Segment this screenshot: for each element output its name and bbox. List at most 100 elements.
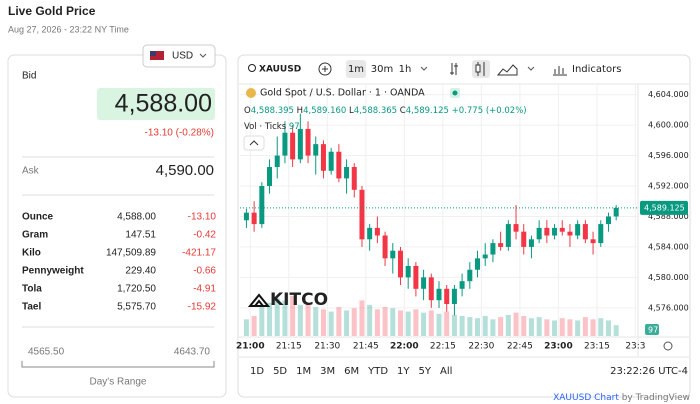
candle-body [397,250,403,278]
unit-price: 5,575.70 [117,302,156,313]
volume-bar [505,314,511,336]
candle-body [590,239,596,244]
range-button[interactable]: All [440,366,452,377]
candle-body [544,227,550,236]
volume-bar [274,298,280,336]
ohlc-key: H [297,106,303,116]
indicators-icon[interactable] [553,66,567,76]
unit-name: Tael [22,302,41,313]
range-button[interactable]: 6M [344,366,359,377]
bar-icon[interactable] [450,63,458,75]
y-tick-label: 4,600.000 [648,121,689,130]
volume-bar [421,312,427,336]
attribution[interactable]: XAUUSD Chart by TradingView [553,393,690,403]
volume-bar [490,319,496,336]
candle-body [290,132,296,160]
candle-body [444,288,450,305]
candle-body [467,269,473,282]
search-icon[interactable] [248,64,256,72]
currency: USD [172,51,193,62]
y-tick-label: 4,592.000 [648,182,689,191]
y-tick-label: 4,576.000 [648,303,689,312]
range-button[interactable]: 5Y [419,366,432,377]
unit-name: Kilo [22,248,41,259]
candle-body [359,189,365,240]
x-tick-label: 22:45 [507,342,533,352]
x-tick-label: 23:15 [584,342,610,352]
volume-bar [575,320,581,336]
volume-bar [282,300,288,336]
volume-bar [290,296,296,336]
candle-body [421,277,427,289]
candle-body [436,288,442,301]
candle-body [459,281,465,289]
timestamp: Aug 27, 2026 - 23:22 NY Time [8,24,129,34]
interval[interactable]: 1m [348,64,364,75]
candle-body [351,166,357,190]
candle-body [513,224,519,232]
chart-title: Gold Spot / U.S. Dollar · 1 · OANDA [260,88,425,99]
candle-body [413,265,419,289]
plot [240,84,638,336]
attribution-link[interactable]: XAUUSD Chart [553,393,619,403]
unit-change: -13.10 [188,212,217,223]
volume-bar [567,319,573,336]
x-tick-label: 21:30 [314,342,340,352]
interval[interactable]: 1h [399,64,412,75]
volume-bar [467,317,473,336]
indicators[interactable]: Indicators [572,64,621,75]
chevron[interactable] [420,66,428,71]
candle-icon-body [475,64,481,73]
bid-box [97,88,215,120]
bid-label: Bid [22,71,36,82]
page-title: Live Gold Price [8,4,96,18]
range-button[interactable]: 1D [250,366,264,377]
volume-bar [351,308,357,336]
volume-bar [598,318,604,336]
candle-body [582,224,588,240]
volume-bar [559,318,565,336]
collapse-button[interactable] [243,135,265,151]
volume-bar [328,311,334,336]
candle-body [613,207,619,217]
ohlc-value: 4,588.365 [354,106,397,116]
candle-body [328,151,334,171]
candle-body [313,144,319,156]
candle-body [259,186,265,225]
volume-bar [374,309,380,336]
candle-body [251,212,257,225]
add-button[interactable] [318,62,332,76]
volume-legend-label: Vol · Ticks [244,122,287,132]
range-button[interactable]: 3M [320,366,335,377]
candle-body [428,277,434,301]
y-tick-label: 4,584.000 [648,242,689,251]
area-icon[interactable] [496,64,518,76]
plus [322,66,328,72]
chevron[interactable] [527,66,535,71]
unit-change: -0.42 [193,230,216,241]
currency-select[interactable] [142,44,216,68]
volume-bar [259,307,265,336]
unit-change: -15.92 [188,302,217,313]
candle-body [598,224,604,244]
candle-icon-bg [472,60,490,78]
range-button[interactable]: YTD [367,366,388,377]
range-button[interactable]: 1Y [397,366,410,377]
candle-body [297,128,303,160]
chart-card [237,54,691,398]
volume-bar [536,317,542,336]
symbol[interactable]: XAUUSD [259,65,301,75]
x-tick-label: 21:00 [236,342,265,352]
ohlc-key: L [349,106,354,116]
volume-bar [336,307,342,336]
settings-icon[interactable] [663,341,673,351]
volume-box [645,324,659,335]
range-button[interactable]: 5D [273,366,287,377]
volume-bar [436,313,442,336]
x-tick-label: 23:00 [544,342,573,352]
unit-name: Ounce [22,212,54,223]
range-button[interactable]: 1M [296,366,311,377]
interval[interactable]: 30m [371,64,393,75]
